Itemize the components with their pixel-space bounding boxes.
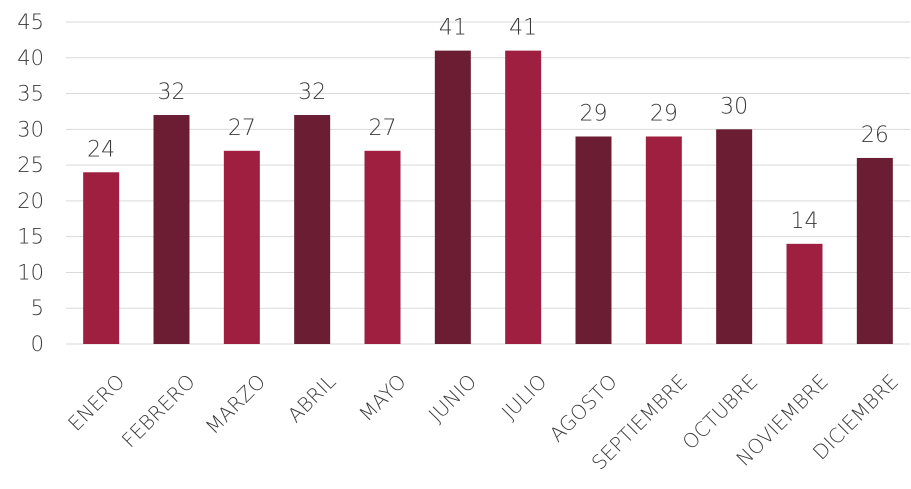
category-label: ABRIL <box>283 369 341 427</box>
bar <box>434 50 471 344</box>
category-label: JUNIO <box>424 369 481 426</box>
y-tick-label: 5 <box>31 296 44 320</box>
y-tick-label: 25 <box>17 153 44 177</box>
bar <box>294 115 331 345</box>
bar <box>645 136 682 344</box>
bar <box>856 157 893 344</box>
data-label: 30 <box>720 94 748 119</box>
category-label: JULIO <box>497 369 552 424</box>
data-label: 41 <box>509 16 537 41</box>
bar <box>505 50 542 344</box>
bar <box>153 115 190 345</box>
bar <box>716 129 753 344</box>
bar <box>786 243 823 344</box>
data-label: 27 <box>369 116 397 141</box>
y-tick-label: 20 <box>17 189 44 213</box>
bar <box>364 150 401 344</box>
y-tick-label: 10 <box>17 260 44 284</box>
bar <box>223 150 260 344</box>
data-label: 41 <box>439 16 467 41</box>
gridlines <box>66 21 910 345</box>
data-label: 32 <box>298 80 326 105</box>
data-label: 32 <box>158 80 186 105</box>
bar <box>575 136 612 344</box>
data-label: 14 <box>791 209 819 234</box>
category-label: ENERO <box>63 369 129 435</box>
y-tick-label: 35 <box>17 82 44 106</box>
data-label: 29 <box>580 101 608 126</box>
y-tick-label: 40 <box>17 46 44 70</box>
category-label: MAYO <box>354 369 411 426</box>
data-label: 29 <box>650 101 678 126</box>
y-tick-label: 15 <box>17 225 44 249</box>
category-label: FEBRERO <box>117 369 200 452</box>
y-tick-label: 45 <box>17 10 44 34</box>
data-label: 24 <box>87 137 115 162</box>
data-label: 26 <box>861 123 889 148</box>
bars <box>83 50 893 345</box>
y-tick-label: 0 <box>31 332 44 356</box>
data-label: 27 <box>228 116 256 141</box>
category-label: MARZO <box>201 369 270 438</box>
data-labels: 24 32 27 32 27 41 41 29 29 30 14 26 <box>87 16 889 234</box>
y-tick-label: 30 <box>17 117 44 141</box>
y-axis-tick-labels: 0 5 10 15 20 25 30 35 40 45 <box>17 10 44 356</box>
bar <box>83 172 120 344</box>
